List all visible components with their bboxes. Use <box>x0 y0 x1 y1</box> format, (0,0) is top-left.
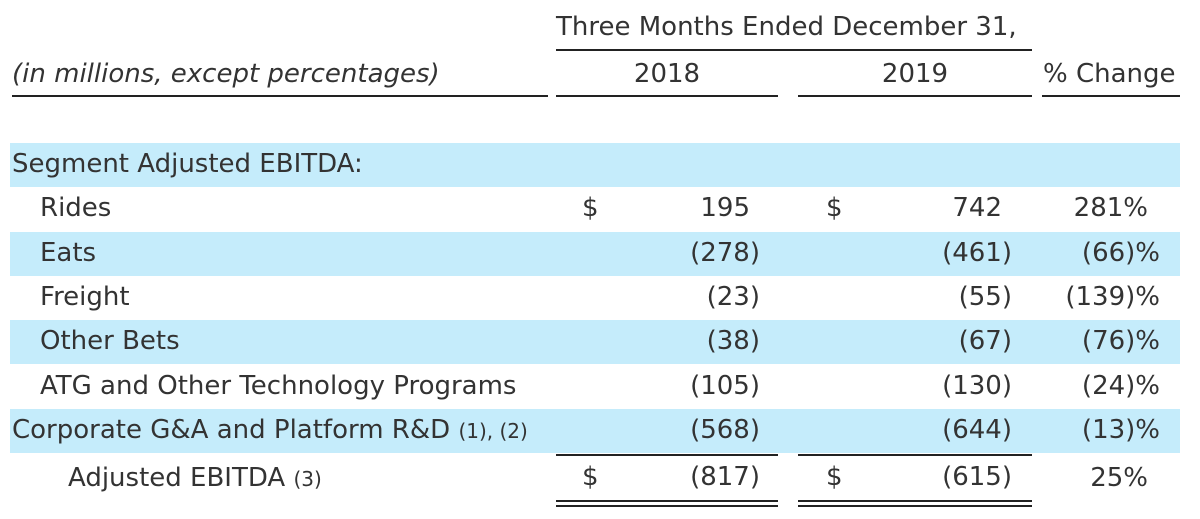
value-2019-rides: 742 <box>952 193 1002 223</box>
change-eats: (66)% <box>1081 238 1160 268</box>
value-2018-rides: 195 <box>700 193 750 223</box>
row-label-rides: Rides <box>40 193 112 223</box>
total-double-rule-2018-a <box>556 500 778 502</box>
header-rule-2019 <box>798 95 1032 97</box>
total-top-rule-2019 <box>798 454 1032 456</box>
change-other-bets: (76)% <box>1081 326 1160 356</box>
band-corporate <box>10 409 1180 453</box>
change-corporate: (13)% <box>1081 415 1160 445</box>
currency-symbol-total-2019: $ <box>826 462 843 492</box>
change-total: 25% <box>1090 463 1148 493</box>
change-atg: (24)% <box>1081 371 1160 401</box>
total-double-rule-2018-b <box>556 505 778 507</box>
row-label-corporate: Corporate G&A and Platform R&D (1), (2) <box>12 415 528 446</box>
value-2018-corporate: (568) <box>690 415 760 445</box>
value-2019-eats: (461) <box>942 238 1012 268</box>
total-label-text: Adjusted EBITDA <box>68 463 286 493</box>
band-other-bets <box>10 320 1180 364</box>
band-section-header <box>10 143 1180 187</box>
header-rule-label <box>12 95 548 97</box>
value-2019-atg: (130) <box>942 371 1012 401</box>
period-title: Three Months Ended December 31, <box>556 12 1017 42</box>
row-label-atg: ATG and Other Technology Programs <box>40 371 517 401</box>
total-double-rule-2019-b <box>798 505 1032 507</box>
col-header-change: % Change <box>1043 59 1176 89</box>
row-label-eats: Eats <box>40 238 97 268</box>
band-eats <box>10 232 1180 276</box>
currency-symbol-2018: $ <box>582 193 599 223</box>
value-2018-total: (817) <box>690 462 760 492</box>
change-rides: 281% <box>1073 193 1148 223</box>
value-2018-atg: (105) <box>690 371 760 401</box>
total-footnote: (3) <box>293 467 322 491</box>
value-2019-total: (615) <box>942 462 1012 492</box>
header-rule-change <box>1042 95 1180 97</box>
corporate-footnote: (1), (2) <box>458 419 528 443</box>
col-header-2018: 2018 <box>633 59 701 89</box>
currency-symbol-2019: $ <box>826 193 843 223</box>
change-freight: (139)% <box>1065 282 1160 312</box>
total-top-rule-2018 <box>556 454 778 456</box>
value-2018-freight: (23) <box>706 282 760 312</box>
row-label-header: (in millions, except percentages) <box>12 59 440 89</box>
period-title-rule <box>556 49 1032 51</box>
value-2018-eats: (278) <box>690 238 760 268</box>
value-2019-freight: (55) <box>958 282 1012 312</box>
currency-symbol-total-2018: $ <box>582 462 599 492</box>
row-label-total: Adjusted EBITDA (3) <box>68 463 322 494</box>
row-label-freight: Freight <box>40 282 130 312</box>
row-label-other-bets: Other Bets <box>40 326 180 356</box>
corporate-label-text: Corporate G&A and Platform R&D <box>12 415 451 445</box>
value-2019-other-bets: (67) <box>958 326 1012 356</box>
total-double-rule-2019-a <box>798 500 1032 502</box>
col-header-2019: 2019 <box>881 59 949 89</box>
section-label: Segment Adjusted EBITDA: <box>12 149 363 179</box>
value-2019-corporate: (644) <box>942 415 1012 445</box>
header-rule-2018 <box>556 95 778 97</box>
value-2018-other-bets: (38) <box>706 326 760 356</box>
